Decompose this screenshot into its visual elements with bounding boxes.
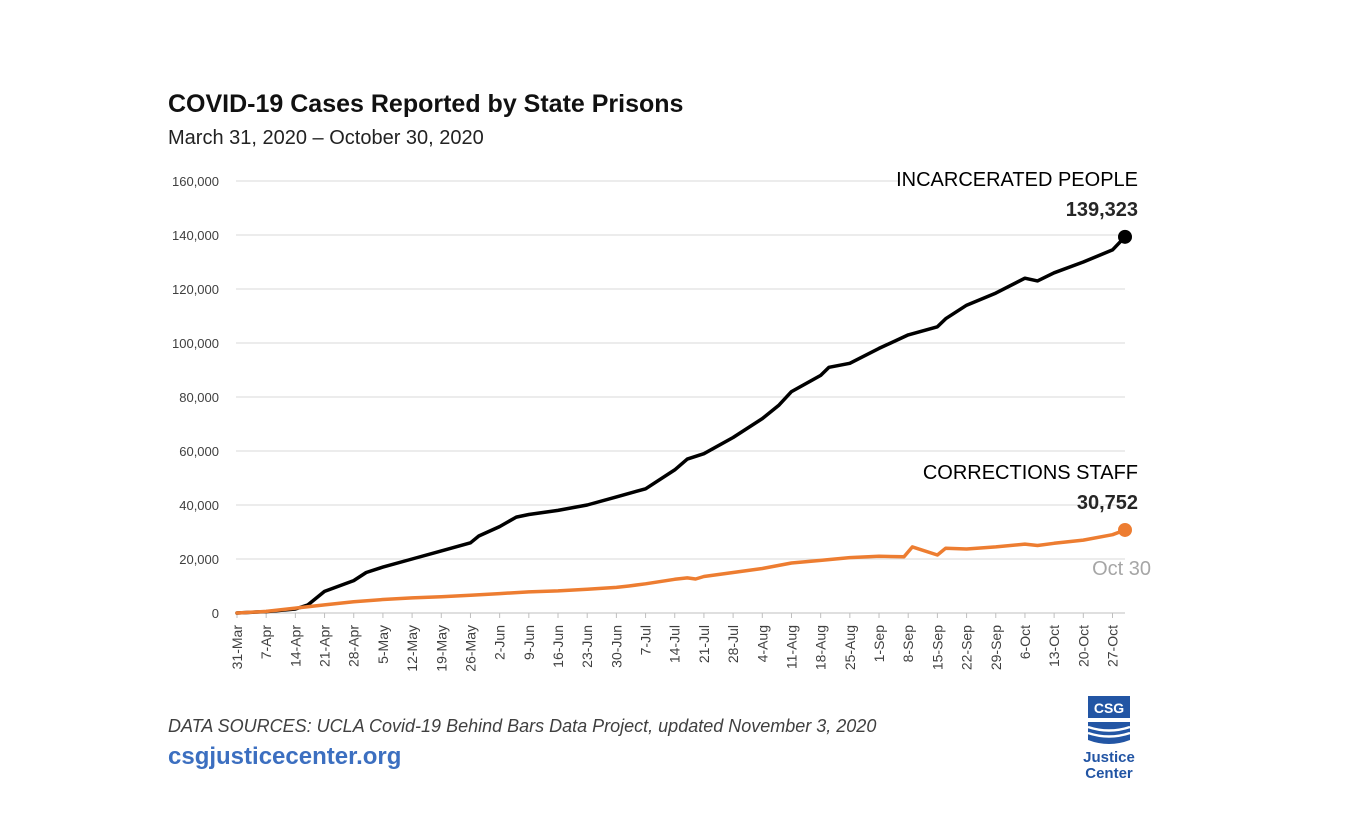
series-line-staff [235,528,1127,615]
y-tick-label: 160,000 [172,174,219,189]
series-line-incarcerated [235,235,1127,615]
end-point-incarcerated [1118,229,1132,244]
x-tick-label: 26-May [462,625,478,672]
logo-line-1: Justice [1083,749,1135,766]
chart-title: COVID-19 Cases Reported by State Prisons [168,90,684,118]
csg-justice-center-logo: CSG Justice Center [1076,696,1142,786]
x-tick-label: 31-Mar [229,625,245,670]
series-name-staff: CORRECTIONS STAFF [923,462,1138,484]
y-tick-label: 60,000 [179,444,219,459]
series-lines [235,229,1132,615]
x-tick-label: 2-Jun [492,625,508,660]
label-backdrop [898,165,1142,192]
series-end-value-incarcerated: 139,323 [1066,199,1138,221]
x-tick-label: 1-Sep [871,625,887,663]
y-tick-label: 140,000 [172,228,219,243]
x-tick-label: 27-Oct [1104,625,1120,667]
x-tick-label: 5-May [375,625,391,664]
x-tick-label: 29-Sep [988,625,1004,670]
logo-abbrev: CSG [1094,700,1124,716]
x-tick-label: 6-Oct [1017,625,1033,659]
x-axis-ticks: 31-Mar 7-Apr 14-Apr 21-Apr 28-Apr 5-May 12-May… [229,613,1120,672]
x-tick-label: 7-Jul [638,625,654,655]
x-tick-label: 28-Apr [346,625,362,667]
x-tick-label: 21-Apr [317,625,333,667]
x-tick-label: 14-Apr [287,625,303,667]
x-tick-label: 23-Jun [579,625,595,668]
x-tick-label: 11-Aug [783,625,799,669]
y-tick-label: 80,000 [179,390,219,405]
x-tick-label: 25-Aug [842,625,858,670]
y-tick-label: 40,000 [179,498,219,513]
data-source-note: DATA SOURCES: UCLA Covid-19 Behind Bars … [168,716,877,736]
series-end-value-staff: 30,752 [1077,492,1138,514]
y-axis-ticks: 0 20,000 40,000 60,000 80,000 100,000 120,000 1… [172,174,219,621]
x-tick-label: 30-Jun [608,625,624,668]
series-labels: INCARCERATED PEOPLE 139,323 CORRECTIONS ST… [896,165,1151,580]
x-tick-label: 4-Aug [754,625,770,662]
csg-logo-icon: CSG [1087,696,1131,744]
x-tick-label: 14-Jul [667,625,683,663]
y-tick-label: 0 [212,606,219,621]
x-tick-label: 9-Jun [521,625,537,660]
series-name-incarcerated: INCARCERATED PEOPLE [896,169,1138,191]
x-tick-label: 28-Jul [725,625,741,663]
x-tick-label: 7-Apr [258,625,274,660]
x-tick-label: 19-May [433,625,449,672]
x-tick-label: 21-Jul [696,625,712,663]
y-tick-label: 120,000 [172,282,219,297]
x-tick-label: 16-Jun [550,625,566,668]
y-tick-label: 20,000 [179,552,219,567]
line-chart: 0 20,000 40,000 60,000 80,000 100,000 120,000 1… [172,165,1151,672]
logo-line-2: Center [1085,765,1133,782]
end-point-staff [1118,522,1132,537]
website-link[interactable]: csgjusticecenter.org [168,743,402,770]
x-tick-label: 15-Sep [929,625,945,670]
x-tick-label: 8-Sep [900,625,916,663]
y-tick-label: 100,000 [172,336,219,351]
x-tick-label: 20-Oct [1075,625,1091,667]
end-date-annotation: Oct 30 [1092,558,1151,580]
label-backdrop [922,458,1142,485]
x-tick-label: 12-May [404,625,420,672]
x-tick-label: 22-Sep [959,625,975,670]
chart-subtitle: March 31, 2020 – October 30, 2020 [168,127,484,149]
x-tick-label: 18-Aug [813,625,829,670]
x-tick-label: 13-Oct [1046,625,1062,667]
